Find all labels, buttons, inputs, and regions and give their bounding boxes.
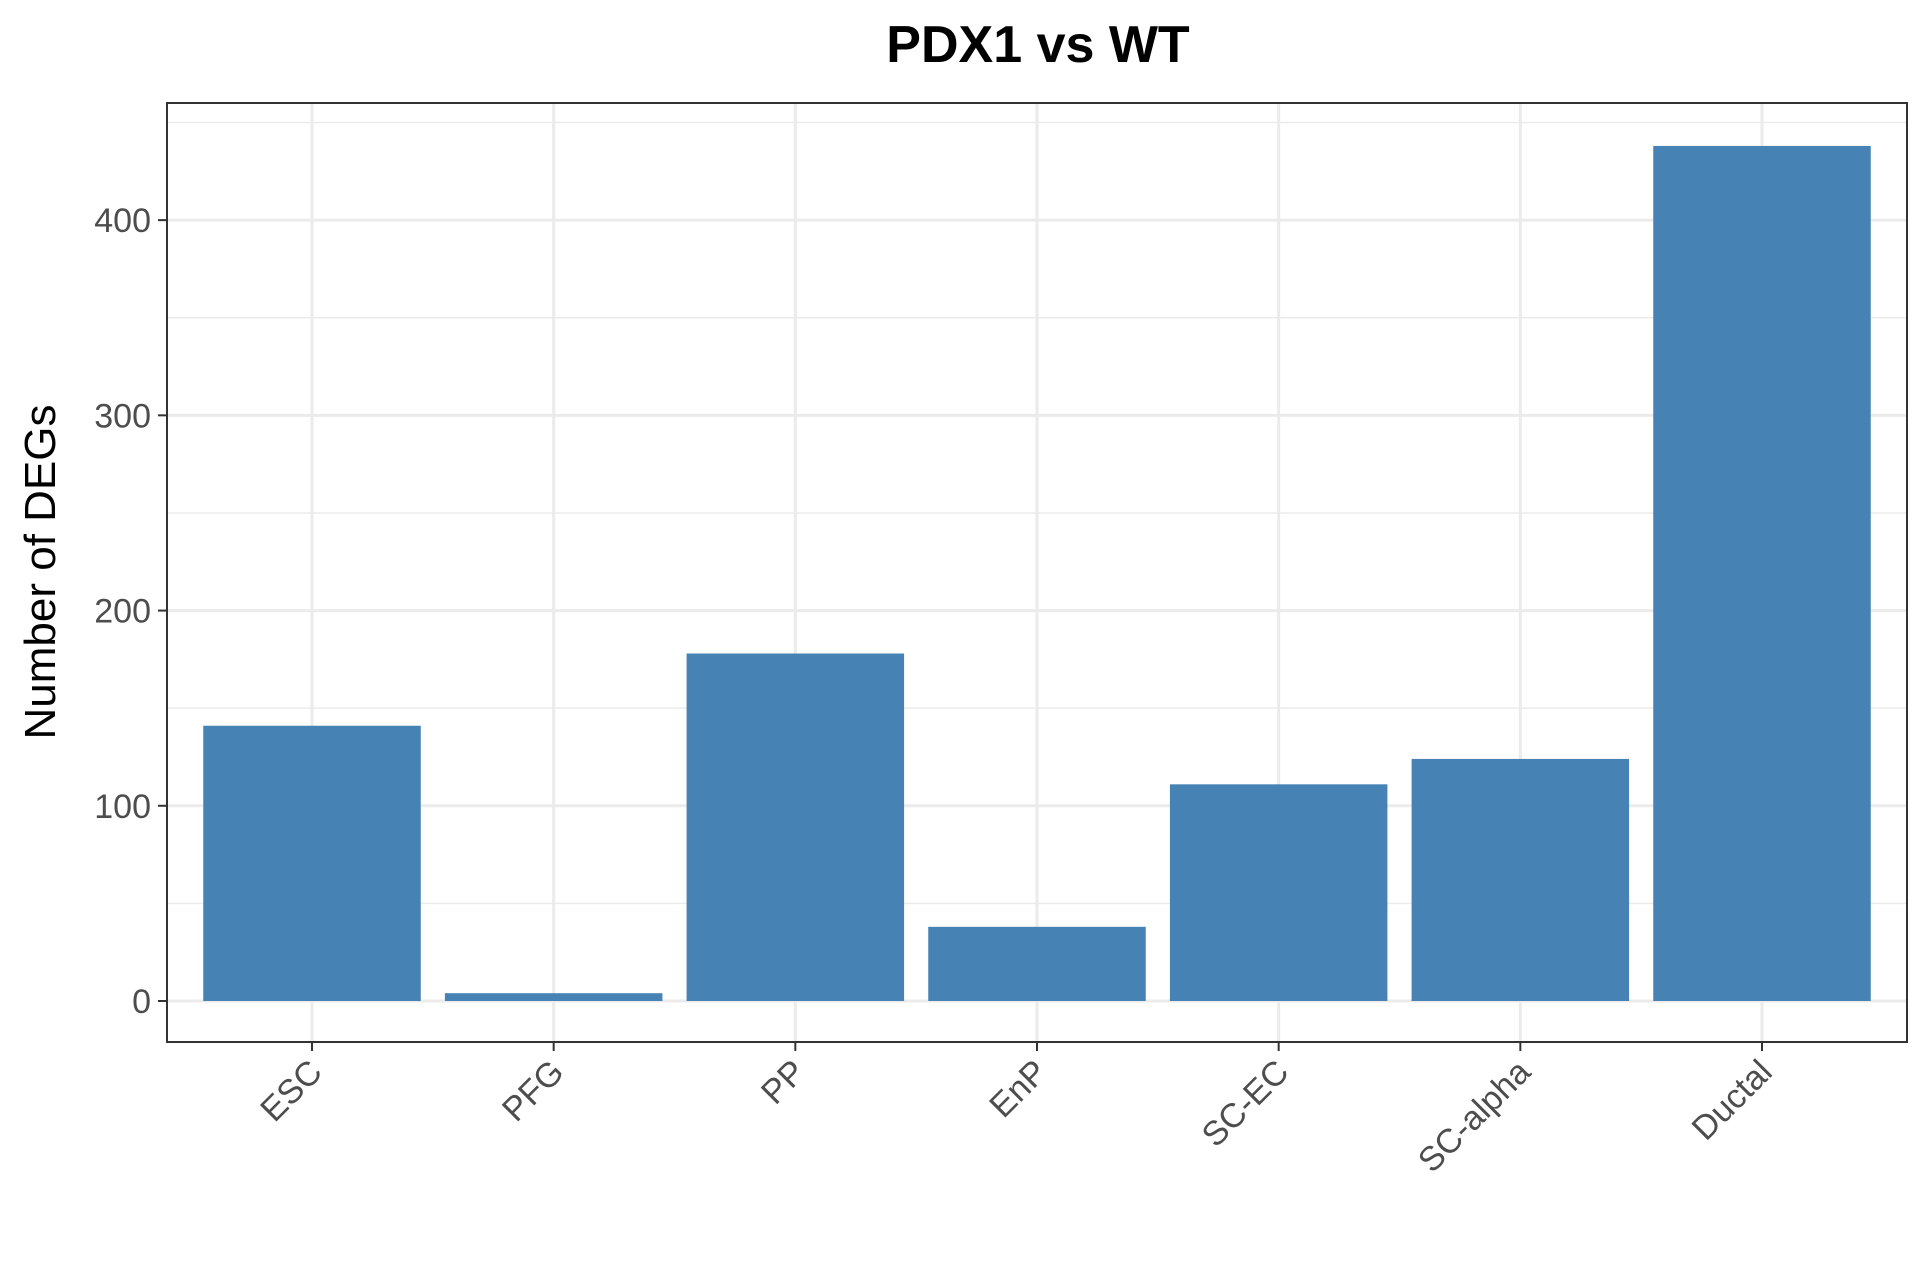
x-tick-label: EnP: [982, 1053, 1054, 1125]
bars: [203, 145, 1871, 1002]
x-tick-label: PFG: [495, 1053, 571, 1129]
bar-ductal: [1653, 145, 1871, 1002]
chart-title: PDX1 vs WT: [886, 16, 1190, 74]
bar-sc-alpha: [1411, 758, 1630, 1002]
x-tick-label: ESC: [253, 1053, 329, 1129]
grid-lines: [167, 103, 1907, 1042]
x-tick-label: Ductal: [1685, 1053, 1780, 1148]
y-tick-label: 300: [94, 397, 151, 435]
x-axis-ticks: ESC PFG PP EnP SC-EC SC-alpha Ductal: [253, 1042, 1780, 1180]
bar-pfg: [444, 993, 663, 1002]
bar-enp: [928, 926, 1146, 1002]
bar-esc: [203, 725, 421, 1002]
y-tick-label: 200: [94, 593, 151, 631]
y-axis-ticks: 0 100 200 300 400: [94, 202, 167, 1021]
y-tick-label: 400: [94, 202, 151, 240]
y-axis-title: Number of DEGs: [16, 405, 65, 740]
bar-sc-ec: [1169, 784, 1388, 1002]
x-tick-label: PP: [754, 1053, 813, 1112]
x-tick-label: SC-EC: [1195, 1053, 1297, 1155]
x-tick-label: SC-alpha: [1411, 1053, 1538, 1180]
bar-pp: [686, 653, 905, 1002]
y-tick-label: 0: [132, 983, 151, 1021]
y-tick-label: 100: [94, 788, 151, 826]
